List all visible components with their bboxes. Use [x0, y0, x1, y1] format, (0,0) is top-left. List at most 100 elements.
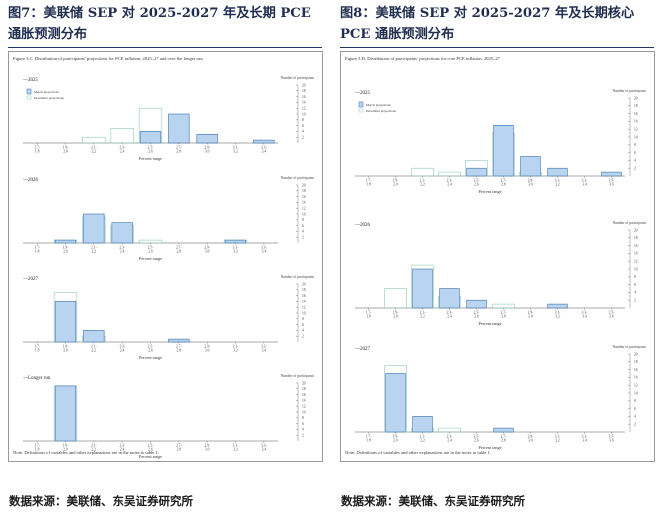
x-tick-label: 2.2: [92, 150, 97, 154]
march-bar: [83, 213, 105, 244]
x-tick-label: 3.1-: [555, 435, 561, 439]
left-panel: 图7：美联储 SEP 对 2025-2027 年及长期 PCE 通胀预测分布 F…: [8, 6, 323, 508]
x-tick-label: 3.4: [262, 250, 267, 254]
march-bar: [54, 385, 77, 442]
x-tick-label: 1.8: [35, 349, 40, 353]
x-tick-label: 2.4: [447, 439, 452, 443]
chart-year-label: —2027: [354, 347, 371, 352]
december-bar: [438, 427, 461, 433]
x-tick-label: 1.9-: [393, 311, 399, 315]
x-tick-label: 3.3-: [582, 179, 588, 183]
y-tick-label: 16: [302, 95, 306, 99]
x-tick-label: 2.7-: [176, 345, 182, 349]
x-tick-label: 1.9-: [393, 179, 399, 183]
y-tick-label: 4: [302, 329, 304, 333]
y-axis-label: Number of participants: [281, 176, 315, 180]
y-tick-label: 14: [302, 300, 306, 304]
legend-swatch-december: [358, 108, 364, 113]
y-tick-label: 16: [302, 294, 306, 298]
figure-caption: Figure 3.D. Distribution of participants…: [345, 56, 500, 61]
x-tick-label: 1.9-: [393, 435, 399, 439]
y-tick-label: 14: [302, 201, 306, 205]
y-tick-label: 2: [634, 167, 636, 171]
x-tick-label: 2.7-: [176, 444, 182, 448]
x-tick-label: 3.1-: [233, 146, 239, 150]
figure-caption: Figure 3.C. Distribution of participants…: [13, 56, 203, 61]
y-tick-label: 18: [302, 189, 306, 193]
x-tick-label: 2.5-: [148, 444, 154, 448]
x-tick-label: 2.9-: [204, 146, 210, 150]
x-tick-label: 3.3-: [261, 444, 267, 448]
x-tick-label: 2.6: [474, 183, 479, 187]
y-tick-label: 10: [302, 212, 306, 216]
x-tick-label: 2.8: [177, 250, 182, 254]
x-tick-label: 2.9-: [528, 311, 534, 315]
x-tick-label: 2.2: [420, 439, 425, 443]
y-tick-label: 6: [302, 224, 304, 228]
data-source: 数据来源：美联储、东吴证券研究所: [9, 494, 193, 508]
x-tick-label: 1.9-: [63, 146, 69, 150]
legend-label-march: March projections: [366, 103, 391, 107]
y-tick-label: 2: [302, 335, 304, 339]
x-tick-label: 2.7-: [176, 246, 182, 250]
y-tick-label: 2: [302, 236, 304, 240]
march-bar: [439, 288, 460, 309]
x-tick-label: 1.9-: [63, 444, 69, 448]
y-tick-label: 12: [302, 107, 306, 111]
x-tick-label: 2.8: [177, 349, 182, 353]
march-bar: [466, 299, 487, 309]
legend-label-december: December projections: [34, 96, 65, 100]
y-axis-label: Number of participants: [613, 89, 647, 93]
y-tick-label: 6: [634, 407, 636, 411]
x-tick-label: 2.1-: [420, 179, 426, 183]
figure-7-title: 图7：美联储 SEP 对 2025-2027 年及长期 PCE 通胀预测分布: [8, 6, 311, 42]
x-tick-label: 2.2: [420, 315, 425, 319]
x-tick-label: 1.8: [35, 250, 40, 254]
y-tick-label: 18: [634, 236, 638, 240]
x-axis-label: Percent range: [479, 445, 502, 450]
x-tick-label: 2.3-: [447, 179, 453, 183]
x-tick-label: 2.4: [120, 349, 125, 353]
y-tick-label: 12: [634, 384, 638, 388]
x-tick-label: 3.0: [528, 315, 533, 319]
march-bar: [547, 303, 568, 309]
x-tick-label: 2.7-: [176, 146, 182, 150]
x-tick-label: 3.0: [528, 439, 533, 443]
chart-year-label: —2025: [354, 91, 371, 96]
y-tick-label: 4: [634, 159, 636, 163]
december-bar: [110, 128, 134, 144]
x-tick-label: 2.9-: [528, 179, 534, 183]
x-tick-label: 2.8: [177, 448, 182, 452]
x-tick-label: 2.2: [92, 250, 97, 254]
x-tick-label: 3.5-: [609, 311, 615, 315]
march-bar: [54, 239, 77, 244]
title-rule: [340, 47, 654, 48]
y-tick-label: 8: [302, 317, 304, 321]
y-tick-label: 12: [302, 306, 306, 310]
x-tick-label: 2.9-: [204, 444, 210, 448]
x-tick-label: 3.4: [262, 349, 267, 353]
x-tick-label: 2.5-: [148, 345, 154, 349]
x-tick-label: 1.8: [366, 315, 371, 319]
y-tick-label: 18: [634, 104, 638, 108]
chart-core-pce-2027: —2027 Number of participants 2 4 6 8 10 12 14 16 1…: [354, 345, 647, 450]
x-tick-label: 1.7-: [366, 435, 372, 439]
x-tick-label: 3.5-: [609, 179, 615, 183]
x-axis-label: Percent range: [139, 256, 162, 261]
x-tick-label: 2.7-: [501, 311, 507, 315]
x-tick-label: 2.0: [63, 150, 68, 154]
x-tick-label: 2.6: [148, 448, 153, 452]
chart-year-label: —2026: [354, 223, 371, 228]
x-tick-label: 2.8: [501, 439, 506, 443]
x-axis-label: Percent range: [479, 321, 502, 326]
x-tick-label: 3.3-: [582, 311, 588, 315]
x-axis-label: Percent range: [139, 156, 162, 161]
y-tick-label: 18: [302, 89, 306, 93]
x-tick-label: 2.1-: [420, 311, 426, 315]
chart-pce-longer-run: —Longer run Number of participants2468101…: [22, 374, 315, 459]
march-bar: [412, 416, 433, 433]
x-tick-label: 2.1-: [420, 435, 426, 439]
y-tick-label: 2: [302, 434, 304, 438]
